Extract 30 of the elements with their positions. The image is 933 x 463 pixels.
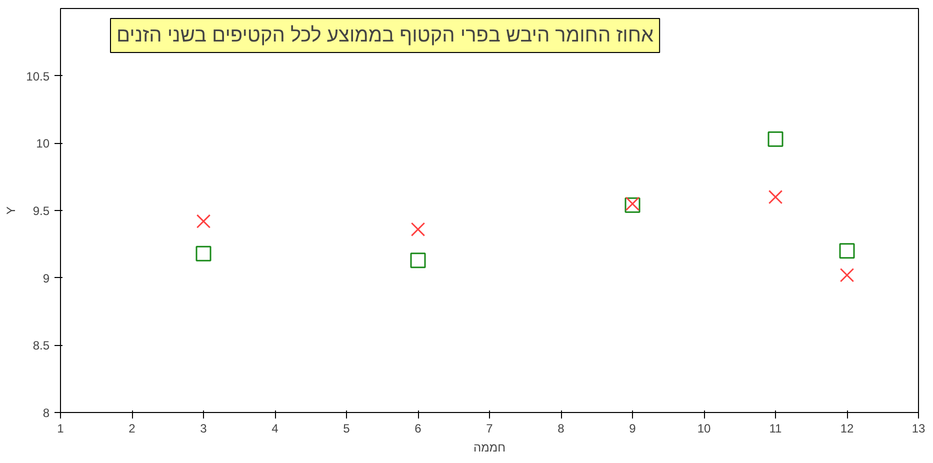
x-tick-label: 13 [912,422,926,436]
point [768,190,783,204]
x-tick-label: 6 [414,422,422,436]
y-tick-label: 8 [42,406,50,420]
y-tick-label: 10.5 [26,69,50,84]
x-tick-label: 11 [769,422,782,436]
x-tick-label: 4 [272,422,279,436]
point [410,252,426,268]
x-tick-label: 3 [200,422,208,436]
point [196,246,212,262]
text: אחוז החומר היבש בפרי הקטוף בממוצע לכל הקטיפים בשני הזנים [116,24,654,46]
x-tick-label: 1 [57,422,64,436]
y-axis-title: Y [4,206,18,214]
x-tick-label: 5 [343,422,350,436]
x-axis-title: חממה [474,440,506,454]
point [410,222,426,236]
y-tick-label: 8.5 [32,338,50,353]
point [196,214,211,228]
point [839,243,855,259]
y-tick-label: 9.5 [32,204,50,218]
x-tick-label: 8 [558,422,565,436]
y-tick-label: 9 [42,271,50,286]
x-tick-label: 7 [486,422,494,436]
x-tick-label: 2 [128,422,136,436]
x-tick-label: 10 [697,422,711,436]
point [768,131,784,147]
x-tick-label: 12 [840,422,854,436]
x-tick-label: 9 [629,422,636,436]
point [840,268,854,282]
y-tick-label: 10 [36,136,50,151]
